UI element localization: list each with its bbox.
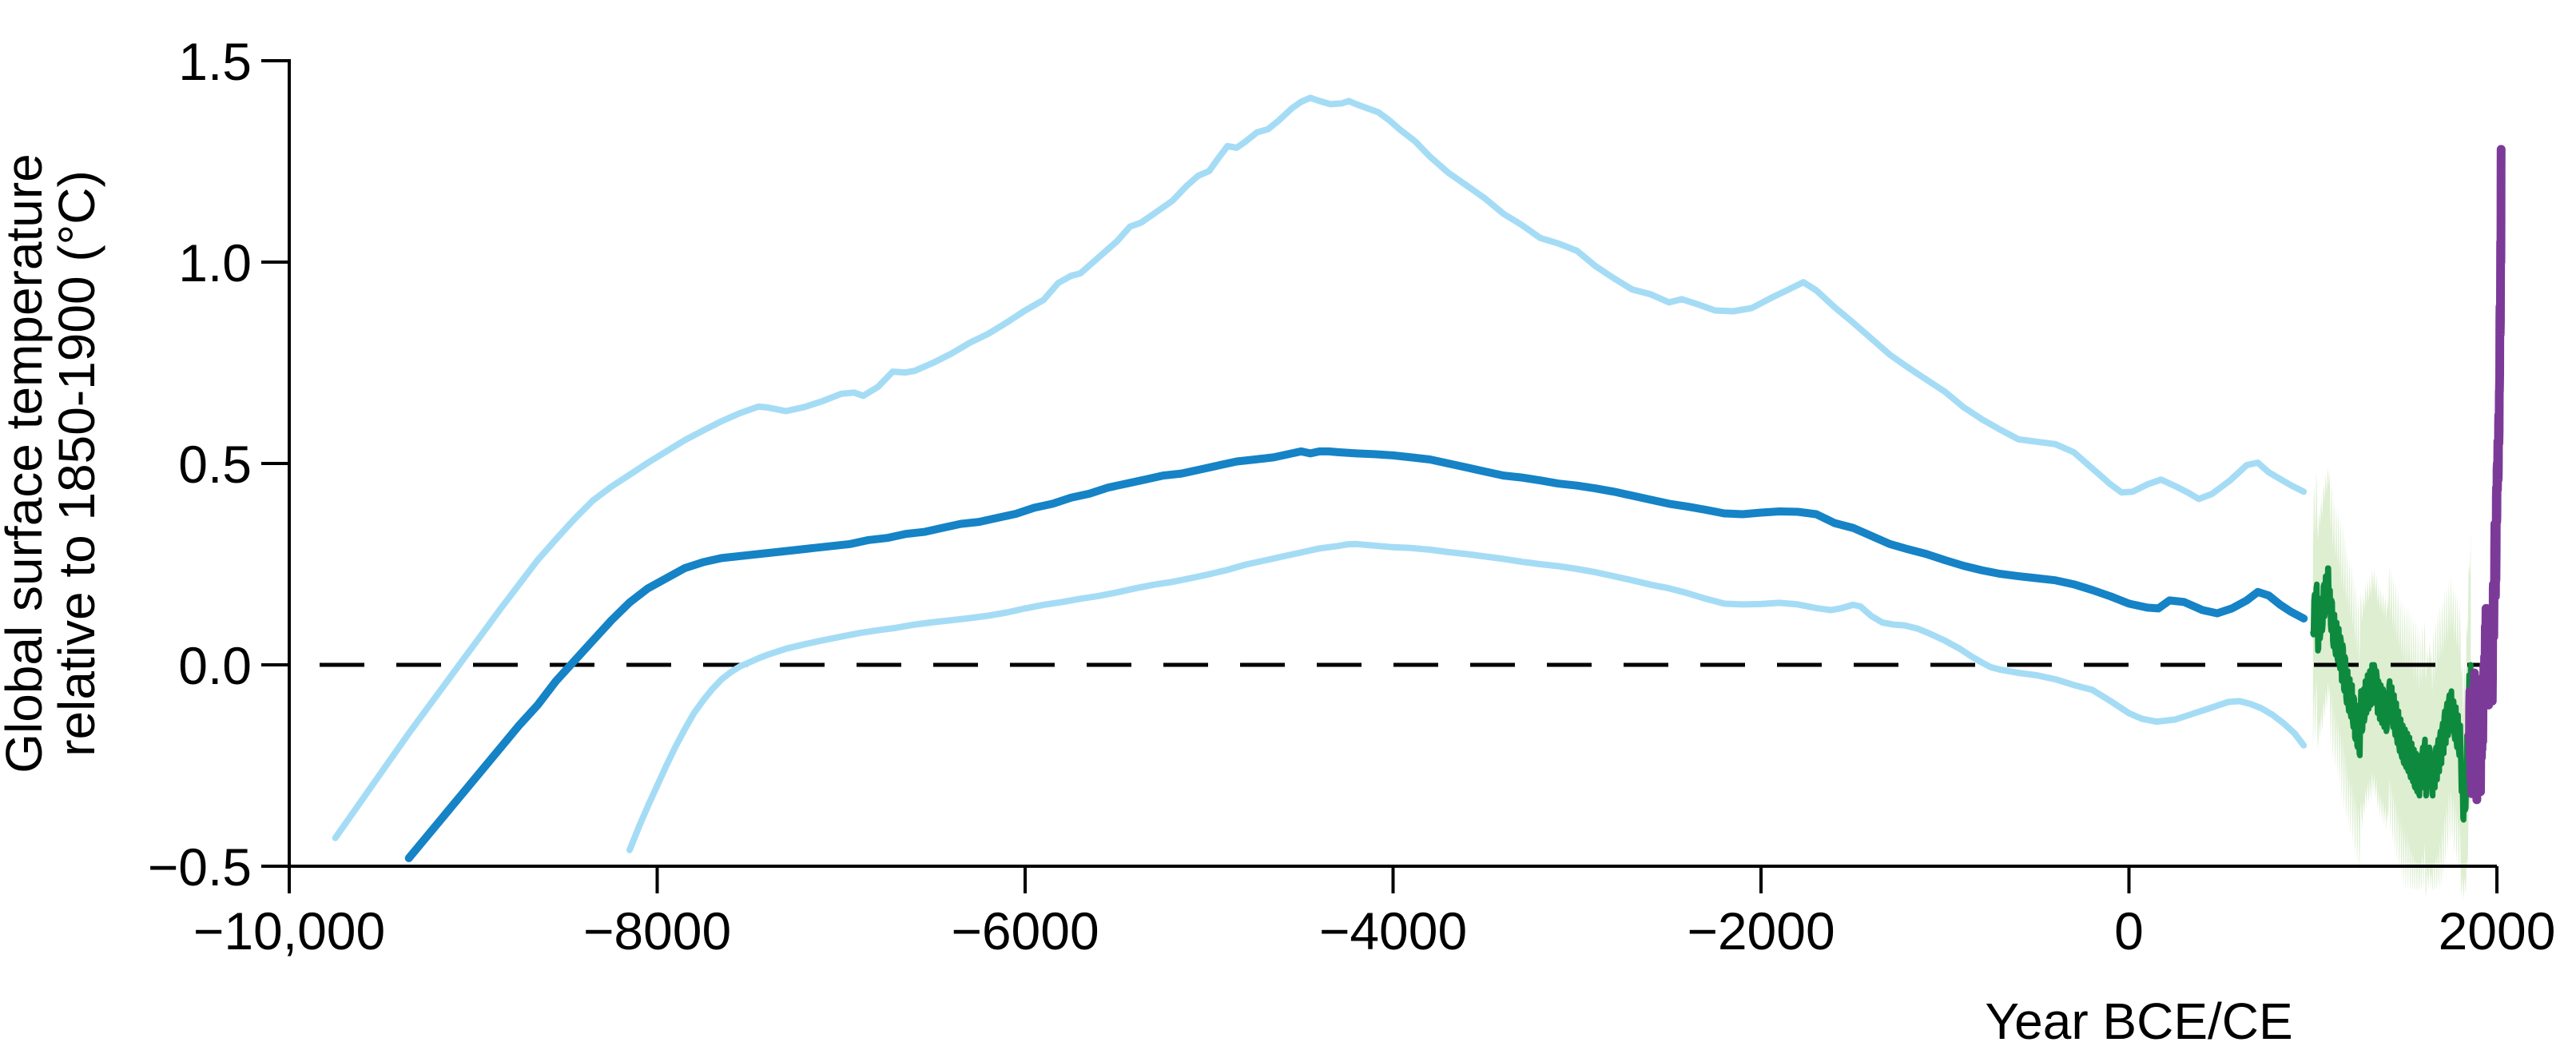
x-tick-label: 0 [2114, 901, 2144, 961]
pages2k-median-line [2310, 565, 2474, 823]
x-tick-label: −4000 [1319, 901, 1467, 961]
y-axis-label-line2: relative to 1850-1900 (°C) [48, 170, 105, 757]
observed-warming-line [2465, 145, 2506, 805]
holocene-lower-bound-line [626, 540, 2308, 853]
y-tick-label: 1.5 [178, 32, 252, 91]
x-tick-label: −10,000 [193, 901, 385, 961]
tick-label-layer: 1.5 1.0 0.5 0.0 −0.5−10,000 −8000 −6000 −4000 −2… [148, 32, 2556, 961]
x-tick-label: 2000 [2439, 901, 2556, 961]
x-tick-label: −2000 [1687, 901, 1835, 961]
x-tick-label: −6000 [951, 901, 1099, 961]
axis-layer [261, 59, 2498, 893]
data-series-layer [332, 94, 2506, 862]
x-tick-label: −8000 [583, 901, 731, 961]
holocene-median-line [404, 447, 2308, 862]
holocene-upper-bound-line [332, 94, 2308, 841]
y-tick-label: 0.5 [178, 435, 252, 494]
y-axis-label-line1: Global surface temperature [0, 153, 53, 774]
x-axis-label: Year BCE/CE [1985, 992, 2292, 1050]
y-tick-label: 1.0 [178, 233, 252, 292]
y-tick-label: −0.5 [148, 837, 252, 897]
y-tick-label: 0.0 [178, 636, 252, 695]
